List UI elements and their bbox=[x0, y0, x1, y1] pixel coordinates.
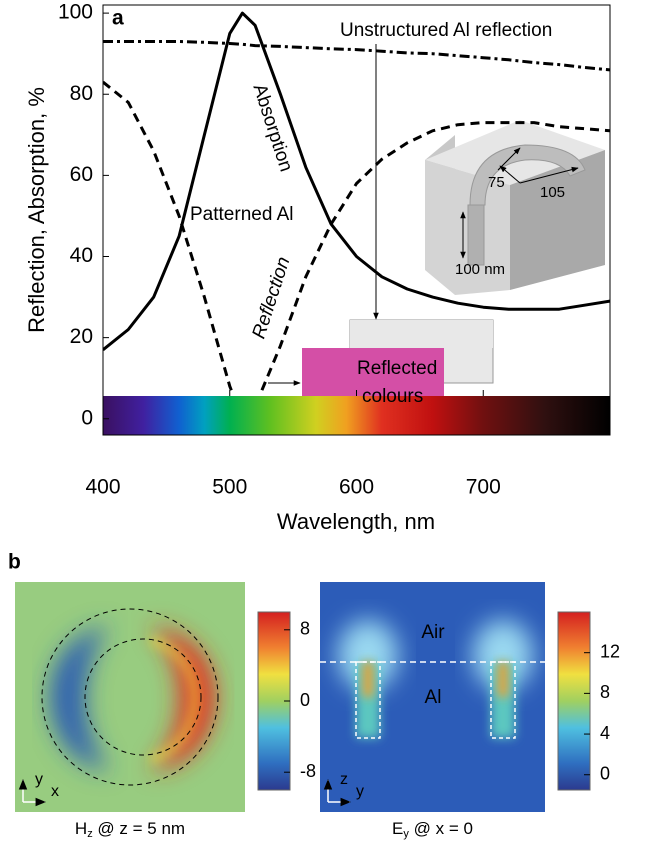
y-tick-label: 20 bbox=[70, 325, 93, 348]
title-part: @ z = 5 nm bbox=[93, 819, 185, 838]
outline bbox=[355, 661, 381, 739]
axis-letter: z bbox=[340, 771, 348, 788]
colorbar-tick-label: -8 bbox=[300, 761, 316, 781]
y-tick-label: 0 bbox=[81, 406, 93, 429]
colorbar-tick-label: 12 bbox=[600, 641, 620, 661]
annotation: Air bbox=[421, 622, 445, 643]
heatmap-image bbox=[320, 582, 545, 812]
block-slot bbox=[467, 204, 485, 266]
heatmap-image bbox=[15, 582, 245, 812]
panel-title: Hz @ z = 5 nm bbox=[75, 819, 185, 839]
annotation: Reflected bbox=[357, 358, 437, 379]
y-tick-label: 100 bbox=[58, 1, 93, 24]
field-hot bbox=[363, 662, 373, 697]
title-part: H bbox=[75, 819, 87, 838]
panel-title: Ey @ x = 0 bbox=[392, 819, 473, 839]
series-line bbox=[103, 40, 610, 72]
axis-letter: x bbox=[51, 783, 59, 800]
axis-letter: y bbox=[356, 783, 364, 800]
annotation: colours bbox=[362, 386, 423, 407]
x-tick-label: 500 bbox=[212, 476, 247, 499]
field-pos-ring bbox=[148, 635, 201, 765]
lines bbox=[103, 11, 610, 395]
annotation: Al bbox=[425, 687, 442, 708]
title-part: E bbox=[392, 819, 403, 838]
axis-letter: y bbox=[35, 771, 43, 788]
plot-frame bbox=[102, 4, 611, 436]
colorbar-tick-label: 8 bbox=[600, 682, 610, 702]
y-axis-label: Reflection, Absorption, % bbox=[24, 87, 49, 333]
field-pos bbox=[150, 625, 215, 772]
colorbar-tick-label: 4 bbox=[600, 723, 610, 743]
y-tick-label: 80 bbox=[70, 82, 93, 105]
field-neg bbox=[50, 625, 110, 772]
title-part: z bbox=[87, 828, 93, 840]
title-part: y bbox=[403, 828, 409, 840]
annotation: 75 bbox=[488, 174, 505, 191]
panel-label: a bbox=[112, 7, 124, 30]
annotation: 100 nm bbox=[455, 261, 505, 278]
outline bbox=[84, 638, 202, 756]
field-glow bbox=[473, 620, 533, 690]
series-line bbox=[103, 11, 610, 351]
outline bbox=[41, 608, 219, 786]
x-axis-label: Wavelength, nm bbox=[277, 509, 435, 534]
dim-arrow bbox=[499, 165, 521, 184]
dim-arrow bbox=[519, 166, 579, 184]
spectrum bbox=[103, 396, 610, 435]
colorbar bbox=[557, 611, 591, 791]
block-right bbox=[510, 150, 605, 290]
field-hot bbox=[498, 662, 508, 697]
outline bbox=[490, 661, 516, 739]
inset-block bbox=[425, 120, 605, 295]
series-label: Unstructured Al reflection bbox=[340, 20, 552, 41]
field-glow bbox=[338, 620, 398, 690]
colorbar-tick-label: 0 bbox=[300, 690, 310, 710]
y-tick-label: 40 bbox=[70, 244, 93, 267]
y-tick-label: 60 bbox=[70, 163, 93, 186]
x-tick-label: 600 bbox=[339, 476, 374, 499]
series-line bbox=[103, 80, 610, 395]
label-bg bbox=[336, 18, 604, 44]
title-part: @ x = 0 bbox=[409, 819, 473, 838]
panel-label: b bbox=[8, 551, 21, 574]
annotation: Patterned Al bbox=[190, 204, 294, 225]
annotation: 105 bbox=[540, 184, 565, 201]
x-tick-label: 700 bbox=[466, 476, 501, 499]
colorbar-tick-label: 0 bbox=[600, 763, 610, 783]
colorbar-tick-label: 8 bbox=[300, 619, 310, 639]
x-tick-label: 400 bbox=[85, 476, 120, 499]
swatch-gray-top bbox=[350, 320, 493, 348]
